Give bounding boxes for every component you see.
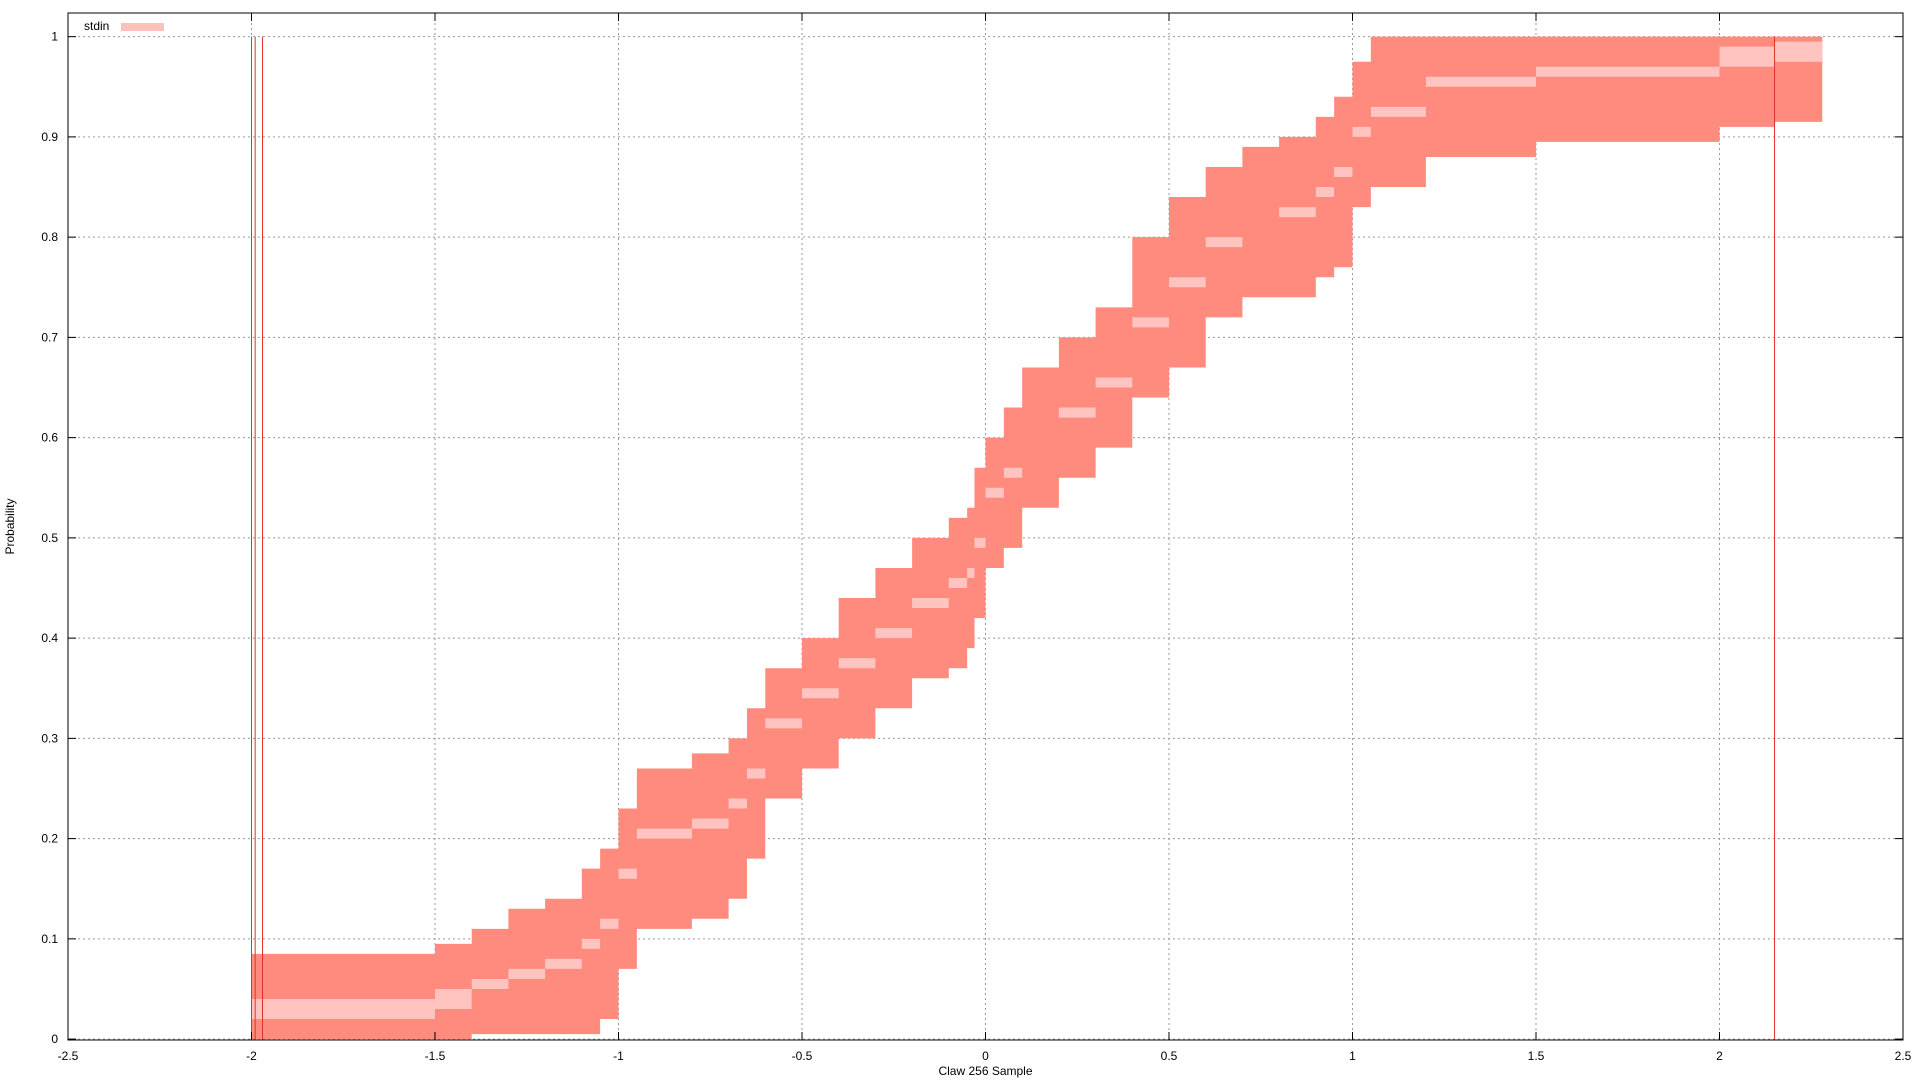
y-tick-label: 0.2 (41, 832, 58, 846)
x-tick-label: 1 (1349, 1049, 1356, 1063)
legend: stdin (84, 19, 164, 33)
y-tick-label: 0.9 (41, 130, 58, 144)
x-tick-label: 2 (1716, 1049, 1723, 1063)
y-axis-title: Probability (3, 498, 17, 554)
y-tick-label: 0.1 (41, 932, 58, 946)
y-tick-label: 0.4 (41, 631, 58, 645)
x-tick-label: -1.5 (425, 1049, 446, 1063)
legend-label: stdin (84, 19, 109, 33)
x-tick-label: -1 (613, 1049, 624, 1063)
inner-band-stdin (251, 36, 1823, 1020)
x-tick-label: -2.5 (58, 1049, 79, 1063)
x-tick-label: -0.5 (792, 1049, 813, 1063)
y-tick-label: 0.7 (41, 330, 58, 344)
x-axis-title: Claw 256 Sample (938, 1064, 1032, 1078)
tick-layer: -2.5 -2 -1.5 -1 -0.5 0 0.5 1 1.5 2 2.5 0 0.1 0.2 0.3 0.… (41, 13, 1912, 1063)
x-tick-label: 1.5 (1528, 1049, 1545, 1063)
x-tick-label: 0.5 (1161, 1049, 1178, 1063)
y-tick-label: 0.3 (41, 731, 58, 745)
y-tick-label: 0.8 (41, 230, 58, 244)
legend-swatch (121, 23, 164, 31)
x-tick-label: 2.5 (1895, 1049, 1912, 1063)
outer-band-stdin (251, 36, 1823, 1040)
band-layer (251, 36, 1823, 1040)
grid-layer (67, 13, 1904, 1040)
x-tick-label: -2 (246, 1049, 257, 1063)
y-tick-label: 1 (51, 30, 58, 44)
x-tick-label: 0 (982, 1049, 989, 1063)
y-tick-label: 0.6 (41, 431, 58, 445)
line-layer (251, 36, 1776, 1040)
y-tick-label: 0 (51, 1032, 58, 1046)
y-tick-label: 0.5 (41, 531, 58, 545)
